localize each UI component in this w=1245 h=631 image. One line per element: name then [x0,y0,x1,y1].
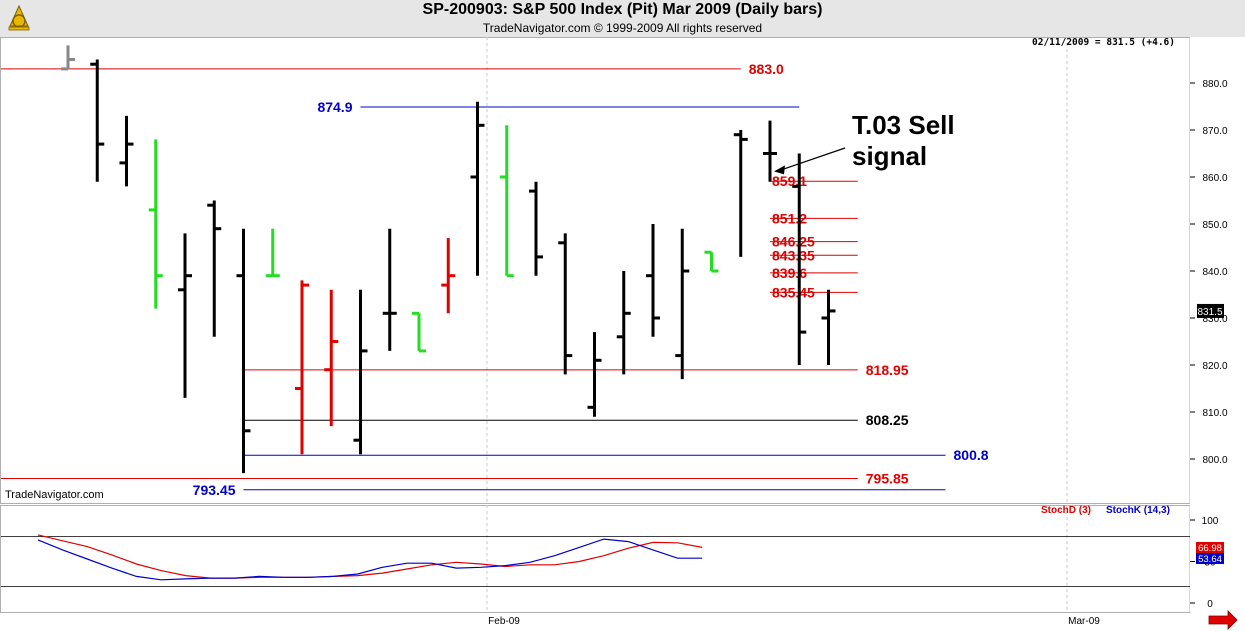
ohlc-bar [558,233,573,375]
price-axis-area [1190,37,1245,612]
ohlc-bar [148,139,163,309]
annotation-text: signal [852,141,927,171]
y-tick-label: 860.0 [1202,173,1227,184]
chart-title: SP-200903: S&P 500 Index (Pit) Mar 2009 … [422,1,823,18]
sextant-logo-icon [4,3,34,33]
y-tick-label: 830.0 [1202,314,1227,325]
level-label: 795.85 [866,471,909,487]
title-bar [0,0,1245,37]
ohlc-bar [821,289,836,365]
y-tick-label: 800.0 [1202,455,1227,466]
x-tick-label: Feb-09 [488,616,520,627]
ohlc-bar [324,289,339,427]
ohlc-bar [295,280,309,455]
annotation-text: T.03 Sell [852,110,955,140]
ohlc-bar [236,228,251,474]
x-tick-label: Mar-09 [1068,616,1100,627]
stoch-y-tick-label: 0 [1207,599,1213,610]
level-label: 800.8 [954,447,989,463]
ohlc-bar [587,332,602,417]
ohlc-bar [441,238,456,314]
y-tick-label: 840.0 [1202,267,1227,278]
level-label: 839.6 [772,265,807,281]
y-tick-label: 850.0 [1202,220,1227,231]
ohlc-bar [119,115,134,187]
level-label: 818.95 [866,362,909,378]
stoch-series-line [37,534,703,579]
ohlc-bar [178,233,192,398]
watermark: TradeNavigator.com [5,489,104,501]
ohlc-bar [792,153,807,365]
scroll-right-arrow-icon[interactable] [1208,610,1238,630]
last-value-readout: 02/11/2009 = 831.5 (+4.6) [1032,37,1175,48]
ohlc-bar [61,45,75,71]
stoch-value-label: 53.64 [1198,554,1222,565]
stoch-y-tick-label: 100 [1202,516,1219,527]
ohlc-bar [90,59,105,182]
stoch-value-label: 66.98 [1198,543,1222,554]
stoch-value-box [1196,553,1224,564]
level-label: 808.25 [866,412,909,428]
ohlc-bar [616,271,631,375]
y-tick-label: 820.0 [1202,361,1227,372]
ohlc-bar [207,200,222,337]
annotation-arrowhead [774,165,785,175]
ohlc-bar [763,120,777,182]
ohlc-bar [529,181,543,276]
level-label: 883.0 [749,61,784,77]
y-tick-label: 810.0 [1202,408,1227,419]
ohlc-bar [382,228,397,351]
ohlc-bar [265,228,280,278]
stoch-legend-entry: StochD (3) [1041,505,1091,516]
ohlc-bar [646,224,660,337]
level-label: 843.35 [772,247,815,263]
ohlc-bar [733,130,748,257]
annotation-arrow [779,147,846,171]
y-tick-label: 880.0 [1202,79,1227,90]
current-price-label: 831.5 [1197,307,1222,318]
y-tick-label: 870.0 [1202,126,1227,137]
stoch-value-box [1196,542,1224,553]
ohlc-bar [704,250,719,273]
chart-subtitle: TradeNavigator.com © 1999-2009 All right… [482,21,763,35]
level-label: 859.1 [772,173,807,189]
ohlc-bar [675,228,690,380]
level-label: 793.45 [193,482,236,498]
current-price-box [1197,303,1224,318]
ohlc-bar [470,101,485,276]
stoch-panel-frame [0,505,1191,613]
level-label: 835.45 [772,284,815,300]
ohlc-bar [412,311,426,353]
ohlc-bar [353,289,368,455]
stoch-legend-entry: StochK (14,3) [1106,505,1170,516]
level-label: 851.2 [772,210,807,226]
ohlc-bar [499,125,514,278]
level-label: 874.9 [317,99,352,115]
level-label: 846.25 [772,234,815,250]
stoch-series-line [37,538,703,581]
